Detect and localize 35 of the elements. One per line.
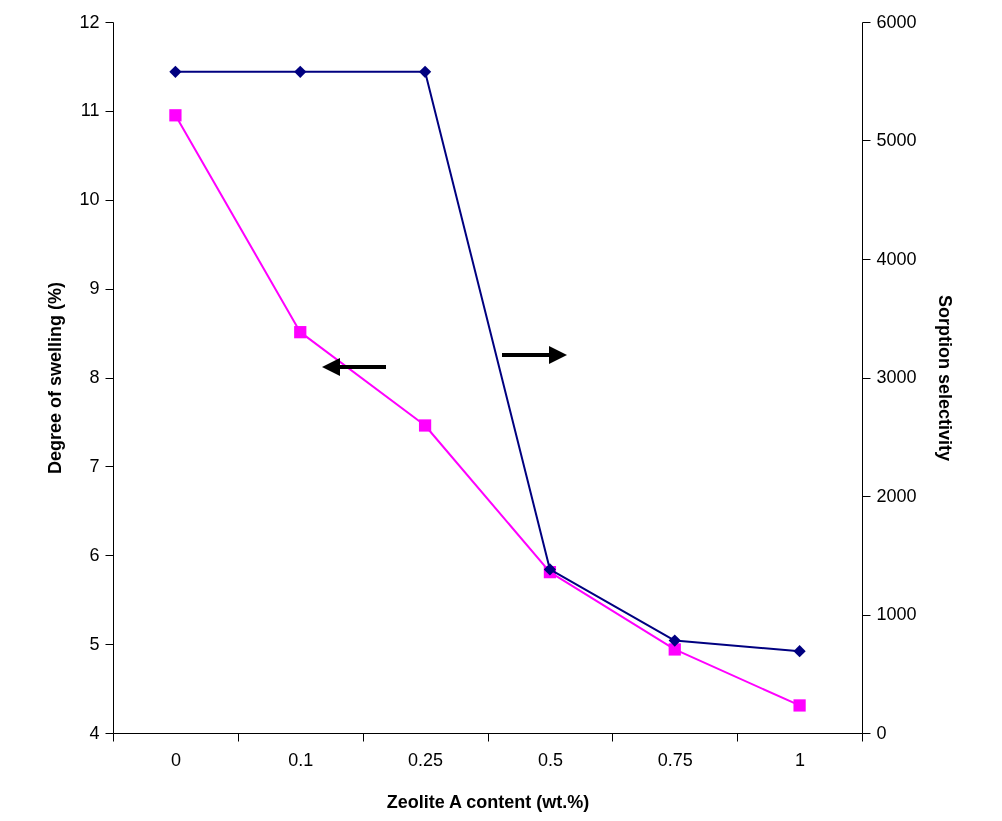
x-axis-title: Zeolite A content (wt.%) (386, 791, 590, 812)
x-tick-label: 1 (795, 749, 806, 770)
y-tick-label: 8 (89, 367, 100, 387)
point (668, 634, 681, 647)
point (793, 699, 806, 712)
point (294, 65, 307, 78)
y2-tick-label: 0 (876, 722, 887, 743)
x-tick-label: 0.5 (537, 749, 563, 770)
y2-tick-label: 2000 (876, 485, 917, 506)
point (668, 643, 681, 656)
y-tick-label: 4 (89, 722, 100, 743)
x-tick-label: 0.25 (408, 749, 444, 770)
y2-axis-title: Sorption selectivity (934, 294, 955, 462)
point (169, 65, 182, 78)
point (294, 326, 307, 339)
y2-tick-label: 1000 (876, 604, 917, 624)
y-tick-label: 5 (89, 633, 100, 654)
y-tick-label: 10 (79, 189, 100, 210)
y2-tick-label: 4000 (876, 248, 917, 269)
y2-tick-label: 3000 (876, 367, 917, 387)
y-axis-title: Degree of swelling (%) (45, 281, 66, 475)
y-tick-label: 7 (89, 455, 100, 476)
y2-tick-label: 5000 (876, 130, 917, 150)
point (793, 645, 806, 658)
point (418, 419, 432, 432)
point (418, 65, 432, 78)
y-tick-label: 12 (79, 11, 100, 32)
x-tick-label: 0.75 (657, 749, 693, 770)
y-tick-label: 6 (89, 544, 100, 565)
x-tick-label: 0 (170, 749, 181, 770)
x-tick-label: 0.1 (288, 749, 314, 770)
y2-tick-label: 6000 (876, 11, 917, 32)
point (169, 109, 182, 122)
y-tick-label: 9 (89, 278, 100, 299)
y-tick-label: 11 (80, 100, 100, 121)
